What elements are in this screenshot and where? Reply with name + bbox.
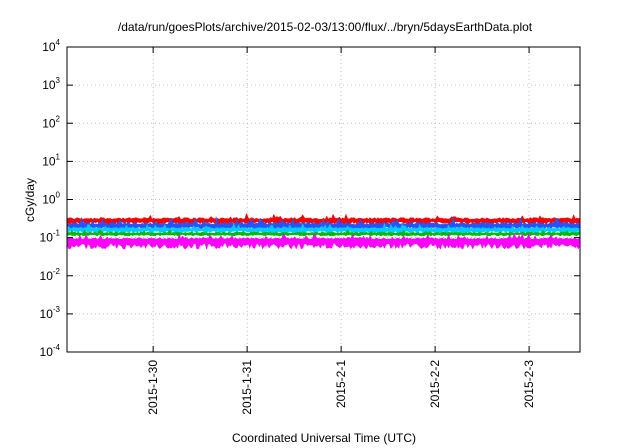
- x-tick-label: 2015-1-30: [146, 360, 160, 415]
- series-layer: [66, 212, 581, 250]
- y-tick-label: 10-2: [40, 267, 61, 283]
- y-tick-label: 10-1: [40, 229, 61, 245]
- grid: [67, 47, 580, 352]
- y-axis-label: cGy/day: [23, 178, 37, 222]
- y-tick-label: 101: [42, 152, 60, 168]
- y-tick-label: 103: [42, 76, 60, 92]
- y-tick-label: 10-4: [40, 343, 61, 359]
- y-axis: 10-4 10-3 10-2 10-1 100 101 102 103 104: [40, 38, 580, 359]
- x-tick-label: 2015-1-31: [240, 360, 254, 415]
- y-tick-label: 10-3: [40, 305, 61, 321]
- y-tick-label: 102: [42, 114, 60, 130]
- x-tick-label: 2015-2-3: [522, 360, 536, 408]
- y-tick-label: 104: [42, 38, 60, 54]
- x-tick-label: 2015-2-1: [334, 360, 348, 408]
- x-axis: 2015-1-30 2015-1-31 2015-2-1 2015-2-2 2015-2…: [146, 47, 536, 415]
- y-tick-label: 100: [42, 191, 60, 207]
- chart-title: /data/run/goesPlots/archive/2015-02-03/1…: [118, 20, 533, 34]
- x-tick-label: 2015-2-2: [428, 360, 442, 408]
- x-axis-label: Coordinated Universal Time (UTC): [232, 431, 416, 445]
